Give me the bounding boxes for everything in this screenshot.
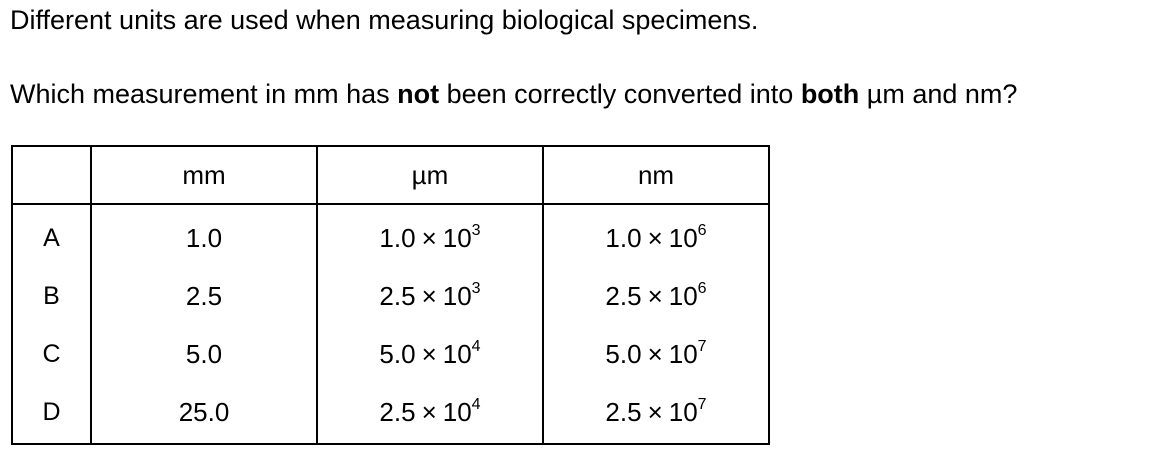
cell-nm: 2.5 × 106 xyxy=(542,267,770,325)
cell-nm: 2.5 × 107 xyxy=(542,383,770,445)
table-row: C 5.0 5.0 × 104 5.0 × 107 xyxy=(11,325,770,383)
base: 10 xyxy=(442,338,472,369)
header-um: µm xyxy=(316,145,543,205)
row-label: C xyxy=(11,325,91,383)
times-symbol: × xyxy=(647,222,663,253)
exponent: 6 xyxy=(697,279,707,297)
intro-text: Different units are used when measuring … xyxy=(10,5,759,35)
cell-um: 5.0 × 104 xyxy=(316,325,543,383)
question-emphasis-both: both xyxy=(800,79,860,109)
exponent: 4 xyxy=(471,395,481,413)
times-symbol: × xyxy=(647,280,663,311)
exponent: 3 xyxy=(471,221,481,239)
mantissa: 2.5 xyxy=(605,396,642,427)
exponent: 3 xyxy=(471,279,481,297)
times-symbol: × xyxy=(421,338,437,369)
base: 10 xyxy=(668,280,698,311)
header-mm: mm xyxy=(90,145,317,205)
row-label: B xyxy=(11,267,91,325)
table-header-row: mm µm nm xyxy=(11,145,770,205)
exponent: 4 xyxy=(471,337,481,355)
mantissa: 5.0 xyxy=(379,338,416,369)
times-symbol: × xyxy=(647,338,663,369)
question-part-2: been correctly converted into xyxy=(439,79,801,109)
cell-mm: 25.0 xyxy=(90,383,317,445)
cell-mm: 2.5 xyxy=(90,267,317,325)
times-symbol: × xyxy=(421,396,437,427)
times-symbol: × xyxy=(647,396,663,427)
exponent: 7 xyxy=(697,337,707,355)
times-symbol: × xyxy=(421,222,437,253)
times-symbol: × xyxy=(421,280,437,311)
cell-mm: 5.0 xyxy=(90,325,317,383)
table-row: B 2.5 2.5 × 103 2.5 × 106 xyxy=(11,267,770,325)
table-row: D 25.0 2.5 × 104 2.5 × 107 xyxy=(11,383,770,445)
mantissa: 1.0 xyxy=(379,222,416,253)
base: 10 xyxy=(442,222,472,253)
base: 10 xyxy=(668,396,698,427)
exponent: 6 xyxy=(697,221,707,239)
base: 10 xyxy=(442,396,472,427)
mantissa: 5.0 xyxy=(605,338,642,369)
cell-nm: 5.0 × 107 xyxy=(542,325,770,383)
header-empty-cell xyxy=(11,145,91,205)
mantissa: 2.5 xyxy=(605,280,642,311)
mantissa: 2.5 xyxy=(379,396,416,427)
base: 10 xyxy=(668,338,698,369)
question-text: Which measurement in mm has not been cor… xyxy=(10,78,1017,110)
question-part-3: µm and nm? xyxy=(859,79,1018,109)
cell-mm: 1.0 xyxy=(90,204,317,267)
exponent: 7 xyxy=(697,395,707,413)
base: 10 xyxy=(442,280,472,311)
cell-um: 2.5 × 104 xyxy=(316,383,543,445)
question-emphasis-not: not xyxy=(397,79,440,109)
cell-nm: 1.0 × 106 xyxy=(542,204,770,267)
row-label: D xyxy=(11,383,91,445)
conversion-table: mm µm nm A 1.0 1.0 × 103 1.0 × 106 B 2.5 2.5… xyxy=(11,145,770,445)
mantissa: 2.5 xyxy=(379,280,416,311)
header-nm: nm xyxy=(542,145,770,205)
table-row: A 1.0 1.0 × 103 1.0 × 106 xyxy=(11,204,770,267)
base: 10 xyxy=(668,222,698,253)
row-label: A xyxy=(11,204,91,267)
question-part-1: Which measurement in mm has xyxy=(10,79,398,109)
mantissa: 1.0 xyxy=(605,222,642,253)
cell-um: 1.0 × 103 xyxy=(316,204,543,267)
cell-um: 2.5 × 103 xyxy=(316,267,543,325)
